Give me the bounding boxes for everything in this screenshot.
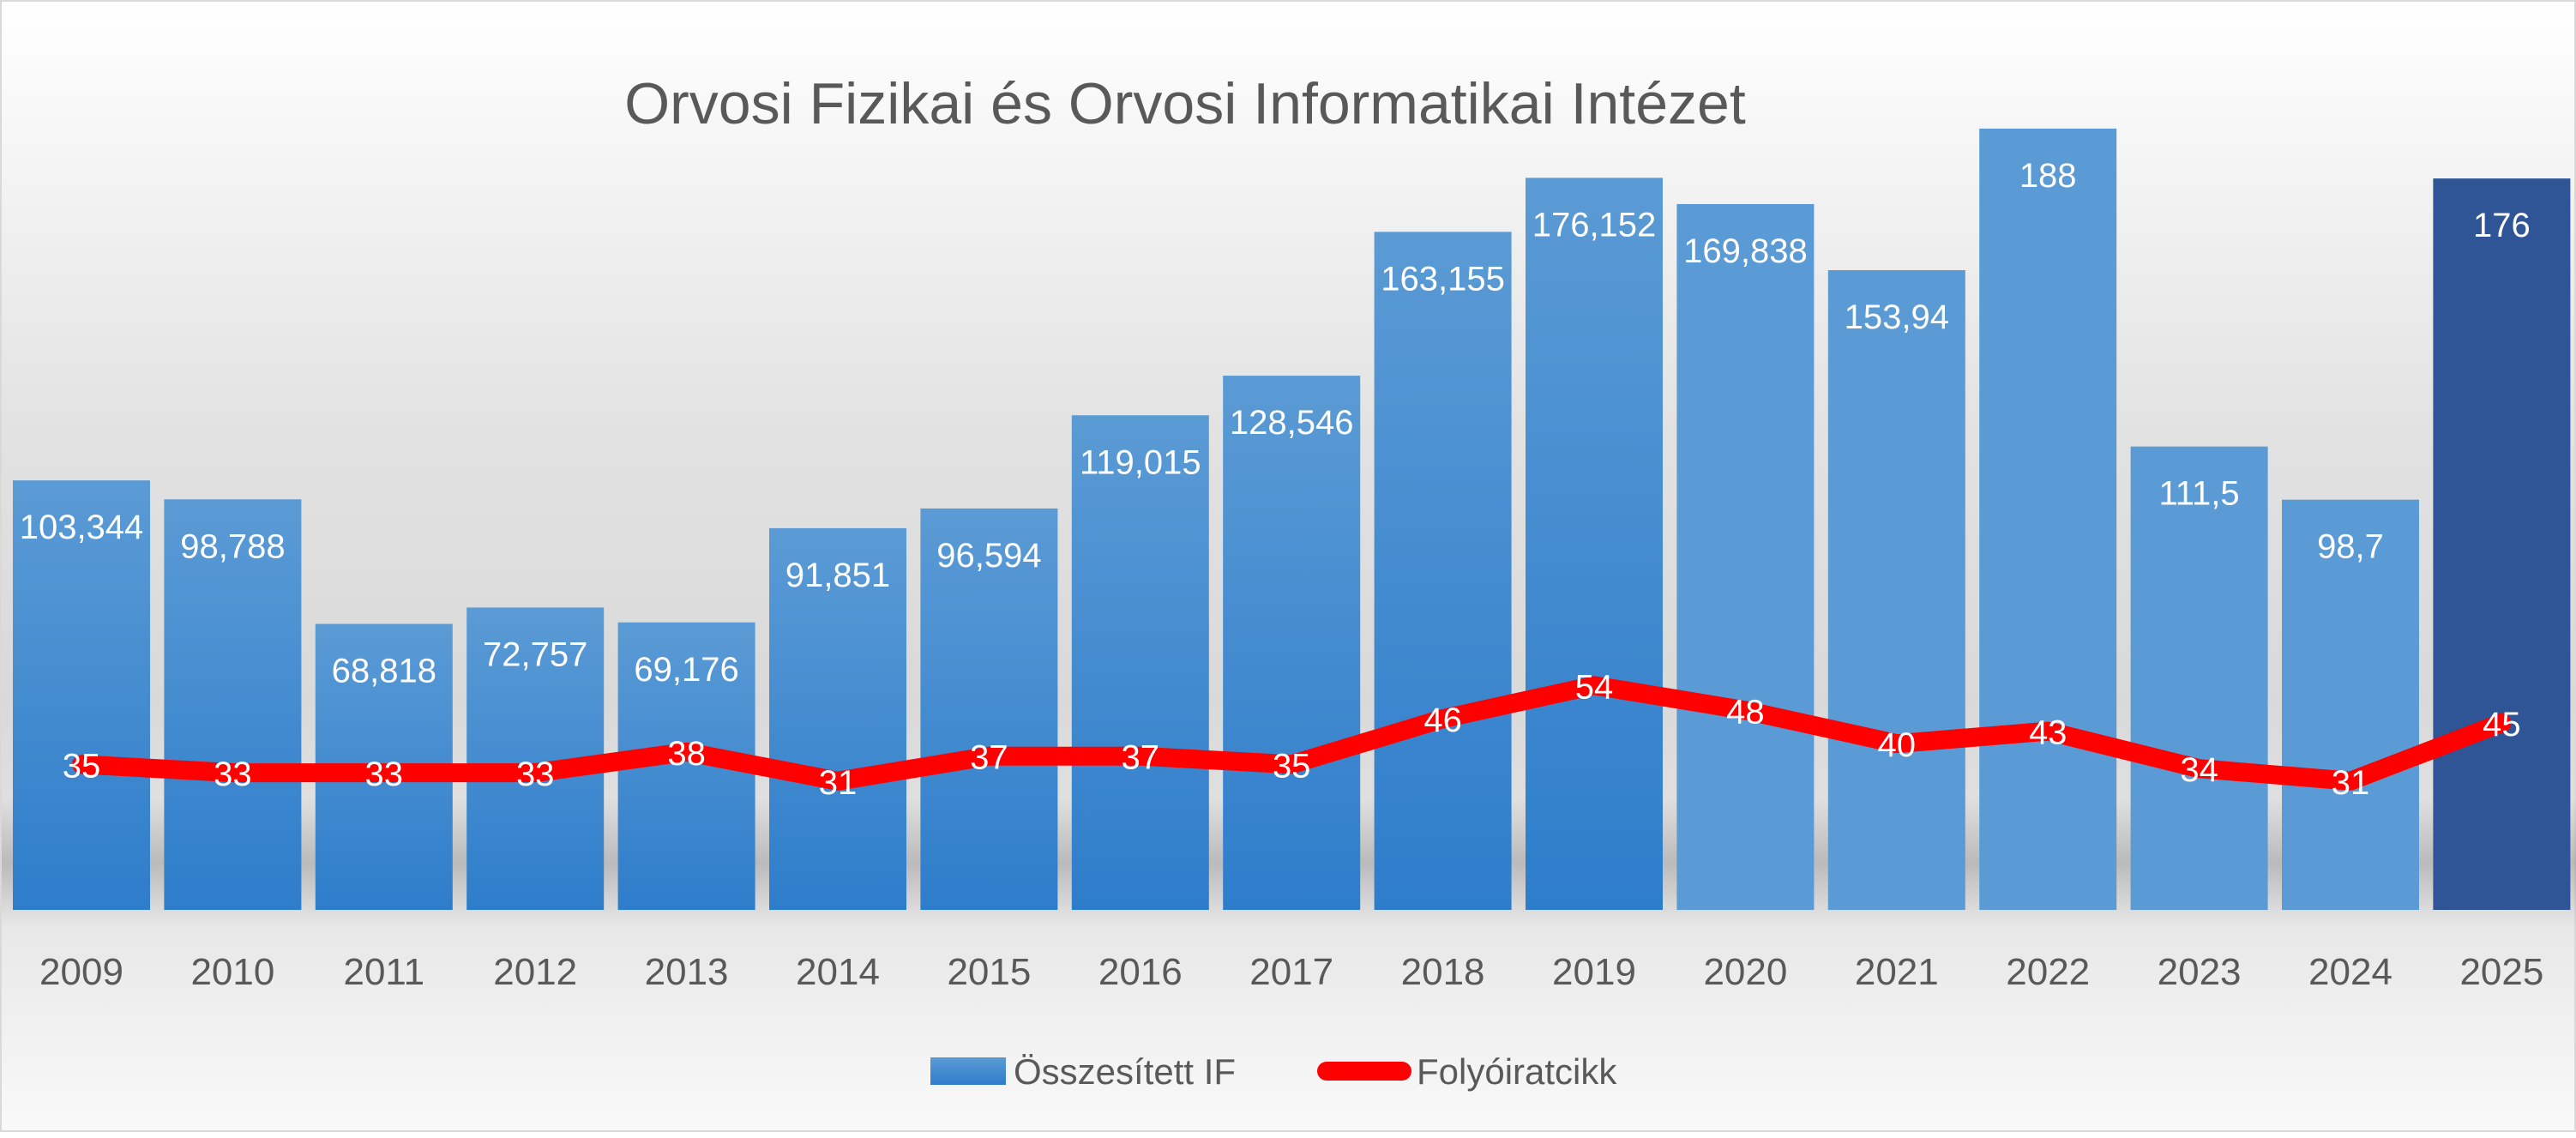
- line-point-2018: [1441, 718, 1444, 720]
- bar-label-2017: 128,546: [1230, 404, 1354, 442]
- x-label-2017: 2017: [1249, 951, 1333, 993]
- x-label-2009: 2009: [39, 951, 123, 993]
- bar-label-2019: 176,152: [1532, 206, 1657, 244]
- bar-2017: [1223, 376, 1361, 911]
- legend-bar-label: Összesített IF: [1014, 1051, 1236, 1092]
- x-label-2011: 2011: [343, 951, 424, 993]
- line-point-2025: [2501, 721, 2503, 724]
- bar-label-2022: 188: [2019, 157, 2077, 195]
- bar-2016: [1071, 415, 1209, 910]
- line-point-2016: [1139, 755, 1141, 757]
- line-point-2009: [81, 763, 82, 766]
- line-label-2023: 34: [2180, 751, 2218, 789]
- line-point-2024: [2350, 780, 2351, 782]
- bar-2020: [1676, 203, 1815, 910]
- bar-label-2018: 163,155: [1381, 260, 1505, 298]
- legend: Összesített IF Folyóiratcikk: [930, 1051, 1617, 1092]
- x-label-2020: 2020: [1703, 951, 1787, 993]
- bar-label-2024: 98,7: [2317, 528, 2384, 566]
- line-point-2010: [232, 772, 234, 774]
- line-label-2017: 35: [1273, 747, 1311, 785]
- line-label-2020: 48: [1726, 693, 1765, 731]
- line-point-2019: [1593, 684, 1595, 687]
- bar-label-2025: 176: [2473, 207, 2531, 244]
- line-point-2012: [534, 772, 537, 774]
- bar-label-2020: 169,838: [1683, 232, 1808, 270]
- bar-2021: [1827, 270, 1965, 910]
- x-label-2021: 2021: [1855, 951, 1939, 993]
- bar-label-2016: 119,015: [1080, 443, 1201, 481]
- x-label-2023: 2023: [2158, 951, 2242, 993]
- line-data-labels: 35 33 33 33 38 31 37 37 35 46 54 48 40 43 34 31 45: [63, 668, 2521, 801]
- line-label-2016: 37: [1122, 739, 1160, 777]
- bar-2015: [920, 508, 1058, 910]
- line-label-2011: 33: [365, 756, 404, 793]
- bar-2019: [1526, 178, 1663, 910]
- bar-label-2010: 98,788: [180, 527, 285, 565]
- line-label-2015: 37: [970, 739, 1008, 777]
- x-label-2014: 2014: [796, 951, 880, 993]
- x-axis-labels: 2009 2010 2011 2012 2013 2014 2015 2016 2017 2018…: [39, 951, 2543, 993]
- bar-label-2023: 111,5: [2159, 475, 2240, 513]
- legend-bar-swatch: [930, 1057, 1006, 1085]
- line-label-2021: 40: [1878, 726, 1917, 764]
- x-label-2015: 2015: [947, 951, 1031, 993]
- line-point-2017: [1291, 763, 1293, 766]
- bar-label-2014: 91,851: [785, 557, 890, 594]
- bar-2009: [13, 480, 150, 910]
- line-point-2015: [988, 755, 990, 757]
- line-point-2022: [2047, 730, 2049, 732]
- bar-2022: [1979, 128, 2117, 910]
- x-label-2013: 2013: [645, 951, 729, 993]
- line-label-2014: 31: [819, 764, 858, 802]
- bar-2024: [2282, 499, 2419, 910]
- bar-2023: [2130, 446, 2268, 910]
- bar-2014: [769, 527, 906, 910]
- x-label-2010: 2010: [190, 951, 274, 993]
- legend-line-label: Folyóiratcikk: [1417, 1051, 1617, 1092]
- line-label-2019: 54: [1575, 668, 1614, 706]
- line-point-2020: [1744, 709, 1747, 712]
- chart-title: Orvosi Fizikai és Orvosi Informatikai In…: [624, 71, 1746, 136]
- line-label-2009: 35: [63, 747, 101, 785]
- bar-label-2009: 103,344: [20, 509, 144, 546]
- line-label-2013: 38: [667, 735, 706, 773]
- x-label-2025: 2025: [2459, 951, 2543, 993]
- bar-series: [13, 128, 2571, 911]
- line-label-2025: 45: [2483, 706, 2521, 744]
- x-label-2024: 2024: [2308, 951, 2392, 993]
- line-point-2023: [2198, 768, 2200, 770]
- line-series: [72, 676, 2512, 791]
- bar-label-2013: 69,176: [634, 651, 738, 689]
- line-label-2018: 46: [1423, 701, 1462, 739]
- bar-2010: [164, 499, 302, 910]
- x-label-2022: 2022: [2006, 951, 2090, 993]
- bar-label-2012: 72,757: [483, 635, 587, 673]
- line-point-2021: [1895, 743, 1898, 745]
- line-point-2011: [382, 772, 385, 774]
- bar-label-2021: 153,94: [1845, 298, 1949, 336]
- x-label-2018: 2018: [1401, 951, 1485, 993]
- line-label-2024: 31: [2332, 764, 2370, 802]
- x-label-2016: 2016: [1098, 951, 1183, 993]
- bar-label-2015: 96,594: [936, 537, 1041, 575]
- line-label-2010: 33: [214, 756, 252, 793]
- bar-label-2011: 68,818: [332, 653, 436, 690]
- line-point-2013: [685, 750, 688, 753]
- line-label-2022: 43: [2029, 714, 2067, 752]
- x-label-2019: 2019: [1552, 951, 1636, 993]
- line-label-2012: 33: [516, 756, 555, 793]
- x-label-2012: 2012: [493, 951, 577, 993]
- bar-2025: [2433, 178, 2571, 910]
- line-point-2014: [837, 780, 839, 782]
- bar-data-labels: 103,344 98,788 68,818 72,757 69,176 91,851 96,…: [20, 157, 2531, 690]
- bar-2018: [1374, 232, 1512, 911]
